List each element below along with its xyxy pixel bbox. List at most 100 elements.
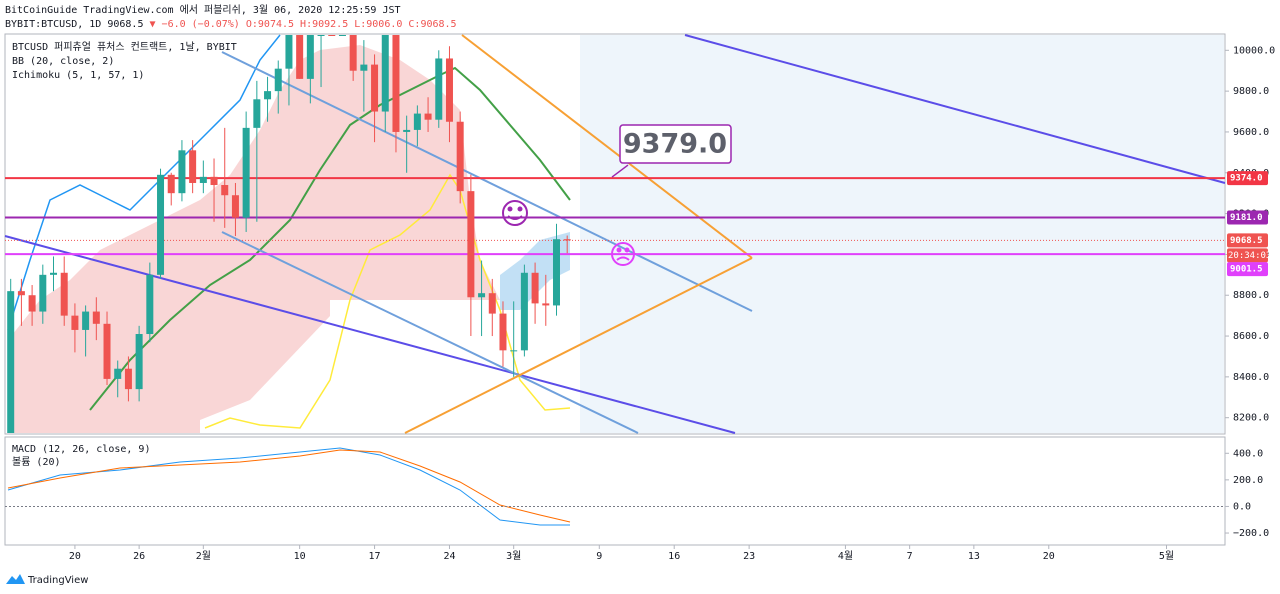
channel-line xyxy=(221,231,639,434)
legend-ichimoku: Ichimoku (5, 1, 57, 1) xyxy=(12,70,144,81)
candle-body xyxy=(478,293,486,298)
candle-body xyxy=(221,185,229,196)
level-label-box xyxy=(1227,171,1268,186)
macd-pane xyxy=(4,436,1226,546)
candle-body xyxy=(50,272,58,275)
level-label: 9181.0 xyxy=(1230,213,1263,223)
candle-body xyxy=(542,303,550,306)
candle-body xyxy=(71,315,79,330)
candle-body xyxy=(296,35,304,79)
range-shade xyxy=(580,35,1224,433)
trend-line xyxy=(4,235,736,434)
candle-body xyxy=(124,368,132,390)
logo xyxy=(6,574,25,584)
candle-body xyxy=(403,129,411,132)
legend-main: BTCUSD 퍼피츄얼 퓨처스 컨트랙트, 1날, BYBIT xyxy=(12,41,237,53)
countdown-box xyxy=(1227,248,1268,263)
macd-tick-label: 200.0 xyxy=(1233,475,1263,486)
candle-body xyxy=(253,99,261,128)
y-tick-label: 8800.0 xyxy=(1233,290,1269,301)
candle-body xyxy=(552,239,560,306)
candle-body xyxy=(371,64,379,112)
x-tick-label: 20 xyxy=(1043,551,1055,562)
candle-body xyxy=(210,176,218,186)
levels xyxy=(5,177,1225,256)
x-tick-label: 13 xyxy=(968,551,980,562)
candle-body xyxy=(413,113,421,130)
callout-pointer xyxy=(611,164,629,178)
candle-body xyxy=(199,176,207,183)
candles xyxy=(7,35,571,433)
change: ▼ −6.0 (−0.07%) xyxy=(150,19,240,30)
candle-body xyxy=(285,35,293,69)
candle-body xyxy=(563,239,571,241)
candle-body xyxy=(157,174,165,275)
candle-body xyxy=(82,311,90,330)
y-tick-label: 8200.0 xyxy=(1233,413,1269,424)
triangle-line xyxy=(404,257,753,434)
x-tick-label: 24 xyxy=(443,551,455,562)
x-tick-label: 17 xyxy=(369,551,381,562)
candle-body xyxy=(306,35,314,79)
candle-body xyxy=(264,91,272,100)
candle-body xyxy=(28,295,36,312)
level-label-box xyxy=(1227,233,1268,248)
macd-tick-label: 400.0 xyxy=(1233,448,1263,459)
frown xyxy=(611,242,635,266)
x-tick-label: 5월 xyxy=(1159,550,1174,562)
candle-body xyxy=(328,35,336,36)
countdown: 20:34:03 xyxy=(1228,251,1271,261)
symbol: BYBIT:BTCUSD, 1D 9068.5 xyxy=(5,19,143,30)
callout-text: 9379.0 xyxy=(623,129,727,160)
candle-body xyxy=(39,274,47,312)
candle-body xyxy=(92,311,100,324)
y-tick-label: 10000.0 xyxy=(1233,45,1275,56)
candle-body xyxy=(103,323,111,379)
signal-line xyxy=(7,449,571,523)
candle-body xyxy=(242,127,250,218)
candle-body xyxy=(510,350,518,352)
candle-body xyxy=(531,272,539,304)
legend-macd: MACD (12, 26, close, 9) xyxy=(12,444,150,455)
y-tick-label: 9800.0 xyxy=(1233,86,1269,97)
legend-volume: 볼륨 (20) xyxy=(12,456,61,468)
x-tick-label: 10 xyxy=(294,551,306,562)
level-label-box xyxy=(1227,262,1268,277)
footer-brand: TradingView xyxy=(27,575,88,586)
macd-tick-label: 0.0 xyxy=(1233,501,1251,512)
level-label: 9374.0 xyxy=(1230,174,1263,184)
conversion-line xyxy=(204,173,571,429)
x-tick-label: 16 xyxy=(668,551,680,562)
candle-body xyxy=(274,68,282,92)
candle-body xyxy=(231,195,239,218)
candle-body xyxy=(338,35,346,36)
symbol-line: BYBIT:BTCUSD, 1D 9068.5 ▼ −6.0 (−0.07%) … xyxy=(5,19,457,30)
macd-line xyxy=(7,447,570,526)
x-tick-label: 2월 xyxy=(196,550,211,562)
candle-body xyxy=(520,272,528,351)
x-tick-label: 7 xyxy=(907,551,913,562)
ichimoku-line xyxy=(89,66,571,411)
candle-body xyxy=(317,35,325,36)
y-tick-label: 8600.0 xyxy=(1233,331,1269,342)
callout-box xyxy=(619,124,732,164)
candle-body xyxy=(349,35,357,71)
smiley xyxy=(502,200,528,226)
y-tick-label: 9600.0 xyxy=(1233,127,1269,138)
ohlc: O:9074.5 H:9092.5 L:9006.0 C:9068.5 xyxy=(246,19,457,30)
candle-body xyxy=(114,368,122,379)
candle-body xyxy=(17,291,25,296)
x-tick-label: 9 xyxy=(596,551,602,562)
candle-body xyxy=(381,35,389,112)
x-tick-label: 3월 xyxy=(506,550,521,562)
candle-body xyxy=(467,191,475,298)
level-label: 9001.5 xyxy=(1230,265,1263,275)
candle-body xyxy=(435,58,443,120)
x-tick-label: 20 xyxy=(69,551,81,562)
candle-body xyxy=(488,293,496,314)
candle-body xyxy=(424,113,432,120)
legend-bb: BB (20, close, 2) xyxy=(12,56,114,67)
triangle-line xyxy=(461,34,753,259)
candle-body xyxy=(7,291,15,433)
